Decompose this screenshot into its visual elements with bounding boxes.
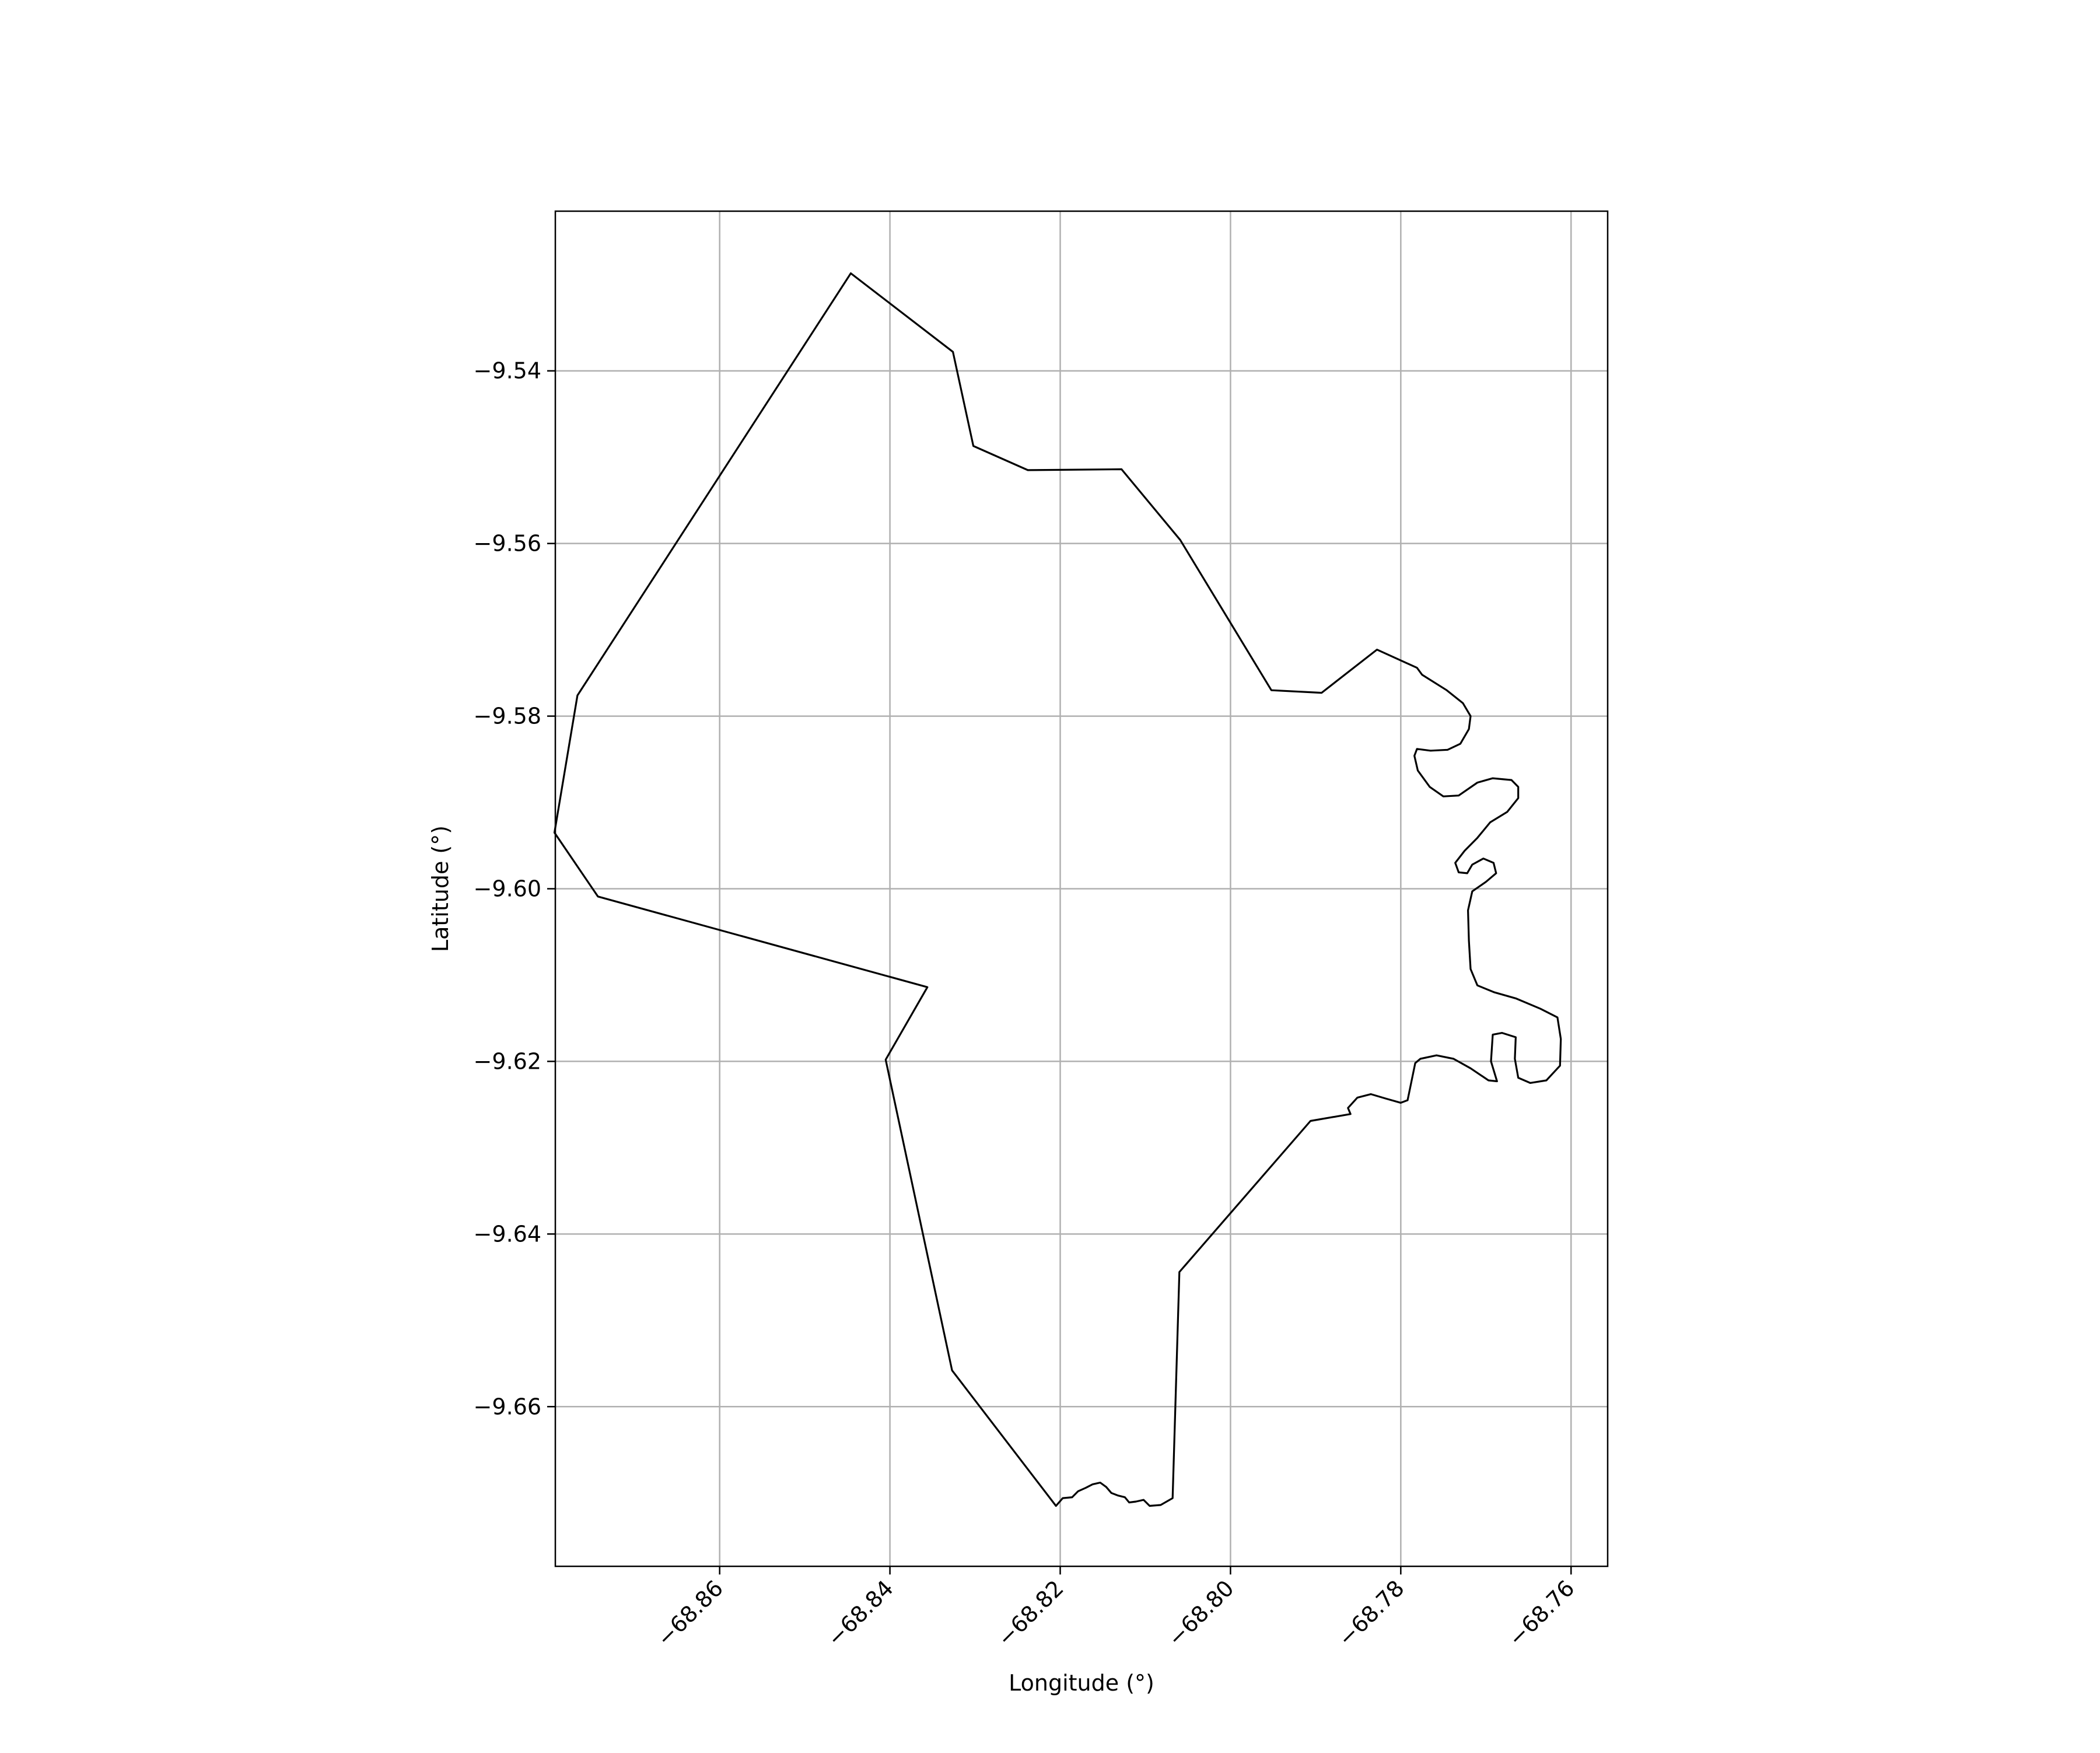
y-tick-label: −9.64 <box>474 1221 541 1247</box>
y-tick-label: −9.60 <box>474 876 541 902</box>
y-tick-label: −9.56 <box>474 531 541 557</box>
municipality-boundary <box>553 272 1562 1507</box>
y-tick-label: −9.58 <box>474 704 541 729</box>
boundary-layer <box>553 272 1562 1507</box>
y-axis-label: Latitude (°) <box>428 825 453 952</box>
y-tick-label: −9.62 <box>474 1048 541 1074</box>
y-tick-label: −9.66 <box>474 1394 541 1419</box>
y-axis-ticks: −9.54 −9.56 −9.58 −9.60 −9.62 −9.64 −9.66 <box>474 358 555 1419</box>
x-axis-label: Longitude (°) <box>1009 1670 1154 1696</box>
y-tick-label: −9.54 <box>474 358 541 384</box>
grid-lines <box>555 211 1608 1566</box>
